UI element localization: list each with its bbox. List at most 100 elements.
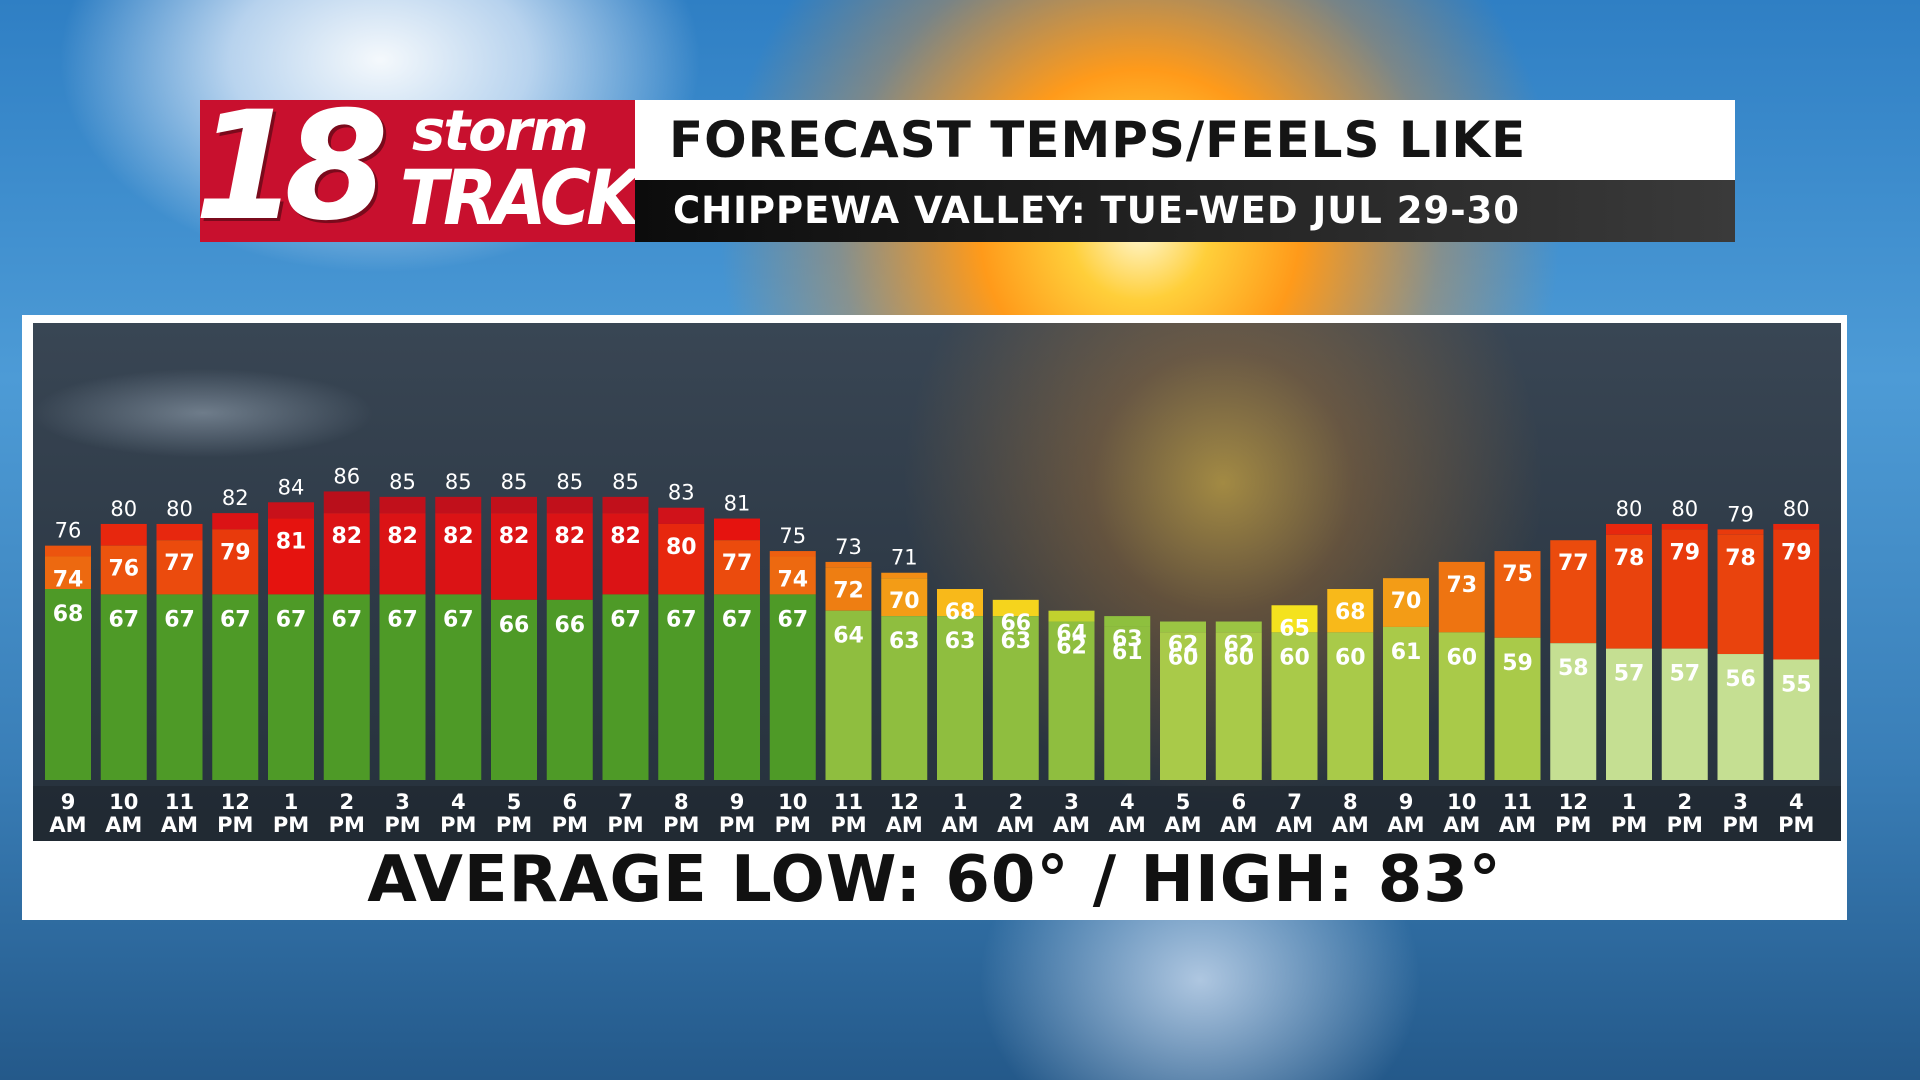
x-tick-ampm: AM xyxy=(941,813,978,837)
x-tick-ampm: AM xyxy=(161,813,198,837)
temperature-label: 70 xyxy=(1391,589,1422,614)
bar-dewpoint xyxy=(45,589,91,780)
x-tick-ampm: PM xyxy=(607,813,643,837)
temperature-label: 82 xyxy=(331,524,362,549)
temperature-label: 62 xyxy=(1223,633,1254,658)
x-tick-ampm: PM xyxy=(384,813,420,837)
bar-temperature xyxy=(1550,540,1597,644)
dewpoint-label: 67 xyxy=(164,607,195,632)
dewpoint-label: 57 xyxy=(1614,662,1645,687)
bar-feels-like xyxy=(714,518,760,541)
bar-feels-like xyxy=(100,523,147,546)
x-tick-ampm: PM xyxy=(217,813,253,837)
dewpoint-label: 60 xyxy=(1446,645,1477,670)
x-tick-ampm: PM xyxy=(719,813,755,837)
dewpoint-label: 55 xyxy=(1781,672,1812,697)
x-tick-ampm: PM xyxy=(329,813,365,837)
dewpoint-label: 67 xyxy=(276,607,307,632)
x-tick-ampm: PM xyxy=(1555,813,1591,837)
temperature-label: 66 xyxy=(1000,611,1031,636)
x-tick-hour: 10 xyxy=(109,790,138,814)
bar-temperature xyxy=(881,578,928,617)
dewpoint-label: 67 xyxy=(777,607,808,632)
temperature-label: 63 xyxy=(1112,627,1143,652)
x-tick-hour: 12 xyxy=(221,790,250,814)
feels-like-label: 84 xyxy=(278,475,305,499)
bar-feels-like xyxy=(825,561,872,568)
x-tick-hour: 4 xyxy=(1120,790,1135,814)
bar-dewpoint xyxy=(1773,659,1820,780)
temperature-label: 78 xyxy=(1725,546,1756,571)
bar-dewpoint xyxy=(825,610,872,780)
dewpoint-label: 67 xyxy=(387,607,418,632)
bar-temperature xyxy=(45,556,91,589)
dewpoint-label: 68 xyxy=(53,602,84,627)
bar-feels-like xyxy=(1661,523,1708,530)
bar-dewpoint xyxy=(379,594,426,780)
temperature-label: 82 xyxy=(443,524,474,549)
bar-temperature xyxy=(1661,529,1708,649)
bar-temperature xyxy=(546,513,593,600)
bar-feels-like xyxy=(435,496,482,514)
bar-dewpoint xyxy=(1327,632,1374,780)
bar-feels-like xyxy=(1773,523,1820,530)
feels-like-label: 80 xyxy=(1671,497,1698,521)
x-tick-hour: 9 xyxy=(61,790,76,814)
x-tick-ampm: PM xyxy=(1667,813,1703,837)
bar-temperature xyxy=(714,540,760,595)
temperature-label: 68 xyxy=(945,600,976,625)
dewpoint-label: 67 xyxy=(722,607,753,632)
bar-feels-like xyxy=(45,545,91,557)
temperature-label: 65 xyxy=(1279,616,1310,641)
bar-dewpoint xyxy=(546,599,593,780)
temperature-label: 74 xyxy=(53,567,84,592)
bar-dewpoint xyxy=(1215,632,1262,780)
bar-feels-like xyxy=(379,496,426,514)
x-tick-ampm: AM xyxy=(49,813,86,837)
chart-subtitle: CHIPPEWA VALLEY: TUE-WED JUL 29-30 xyxy=(673,189,1521,232)
chart-title: FORECAST TEMPS/FEELS LIKE xyxy=(669,111,1527,169)
x-tick-hour: 9 xyxy=(1399,790,1414,814)
dewpoint-label: 56 xyxy=(1725,667,1756,692)
bar-dewpoint xyxy=(1438,632,1485,780)
bar-temperature xyxy=(1271,605,1318,633)
x-tick-ampm: PM xyxy=(1778,813,1814,837)
x-tick-hour: 7 xyxy=(1287,790,1302,814)
bar-dewpoint xyxy=(658,594,705,780)
bar-feels-like xyxy=(323,491,370,514)
feels-like-label: 85 xyxy=(612,470,639,494)
bar-dewpoint xyxy=(100,594,147,780)
dewpoint-label: 60 xyxy=(1223,645,1254,670)
x-tick-ampm: PM xyxy=(440,813,476,837)
dewpoint-label: 63 xyxy=(945,629,976,654)
bar-temperature xyxy=(1773,529,1820,660)
feels-like-label: 80 xyxy=(110,497,137,521)
feels-like-label: 86 xyxy=(333,464,360,488)
bar-temperature xyxy=(937,589,983,617)
brand-number: 18 xyxy=(194,80,389,254)
x-tick-hour: 5 xyxy=(1176,790,1191,814)
bar-feels-like xyxy=(769,551,816,557)
bar-feels-like xyxy=(546,496,593,514)
x-tick-hour: 11 xyxy=(1503,790,1532,814)
dewpoint-label: 57 xyxy=(1669,662,1700,687)
bar-temperature xyxy=(323,513,370,595)
bar-feels-like xyxy=(1606,523,1652,535)
bar-dewpoint xyxy=(1661,648,1708,780)
bar-dewpoint xyxy=(1048,621,1095,780)
temperature-label: 62 xyxy=(1168,633,1199,658)
dewpoint-label: 62 xyxy=(1056,635,1087,660)
x-tick-ampm: PM xyxy=(663,813,699,837)
dewpoint-label: 67 xyxy=(666,607,697,632)
temperature-label: 72 xyxy=(833,578,864,603)
feels-like-label: 83 xyxy=(668,481,695,505)
bar-temperature xyxy=(1160,621,1206,633)
x-tick-hour: 10 xyxy=(1447,790,1476,814)
bar-temperature xyxy=(1215,621,1262,633)
feels-like-label: 85 xyxy=(389,470,416,494)
x-tick-hour: 11 xyxy=(165,790,194,814)
dewpoint-label: 67 xyxy=(220,607,251,632)
temperature-label: 75 xyxy=(1502,562,1533,587)
chart-plot-area: 76 74 68 9 AM 80 76 67 10 AM 80 77 67 11 AM 82 79 67 12 PM 8… xyxy=(33,323,1841,841)
x-tick-ampm: AM xyxy=(1053,813,1090,837)
